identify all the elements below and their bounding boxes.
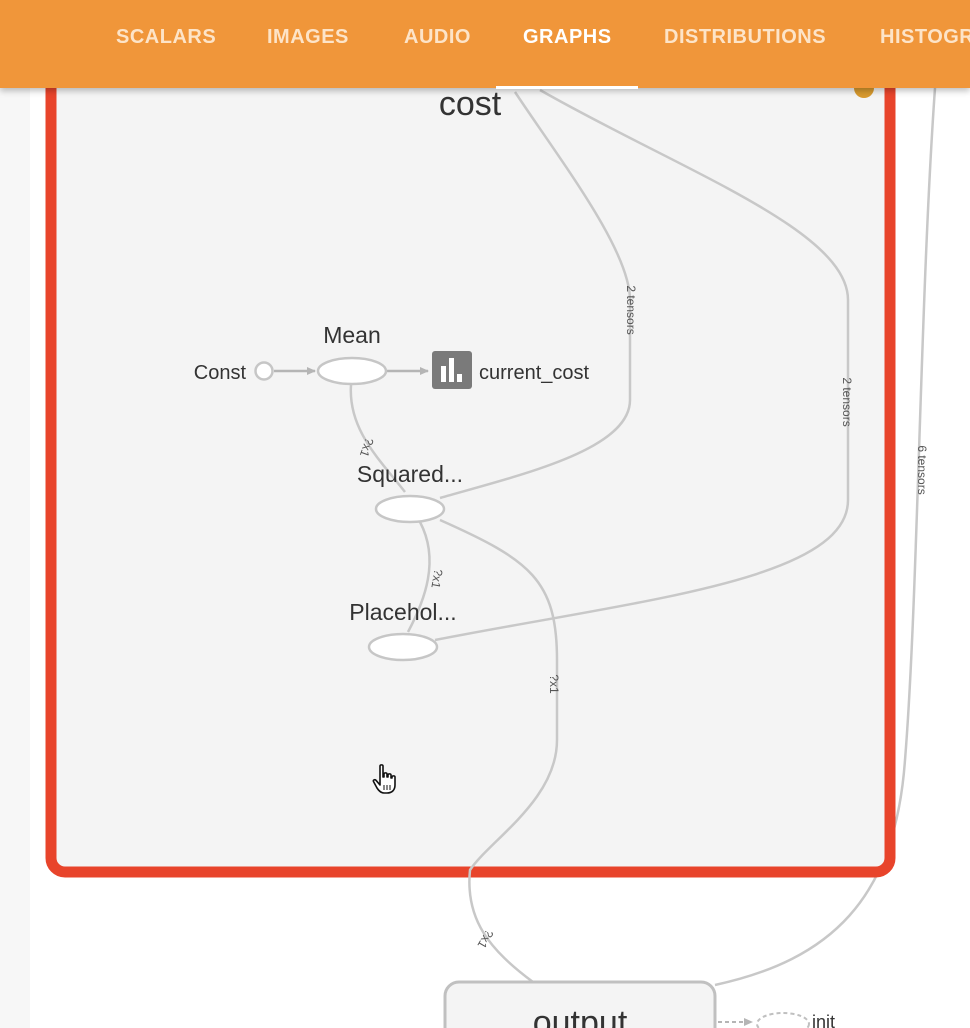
init-node[interactable] — [756, 1012, 810, 1028]
mean-node[interactable] — [316, 356, 388, 386]
edge-label-squared-output: ?x1 — [547, 674, 561, 694]
edge-6-tensors — [714, 87, 937, 987]
current-cost-label: current_cost — [479, 362, 589, 384]
edge-label-2-tensors-squared: 2 tensors — [624, 285, 638, 334]
edge-label-squared-placeholder: ?x1 — [428, 568, 445, 590]
cost-group-box[interactable] — [45, 64, 896, 878]
current-cost-node[interactable] — [432, 351, 472, 389]
top-nav-bar: SCALARS IMAGES AUDIO GRAPHS DISTRIBUTION… — [0, 0, 970, 89]
squared-node[interactable] — [374, 494, 446, 524]
edge-label-2-tensors-placeholder: 2 tensors — [840, 377, 854, 426]
init-label: init — [812, 1012, 835, 1028]
edge-squared-placeholder — [406, 521, 431, 633]
tab-images[interactable]: IMAGES — [267, 26, 349, 48]
edge-label-6-tensors: 6 tensors — [915, 445, 929, 494]
tab-scalars[interactable]: SCALARS — [116, 26, 217, 48]
output-node[interactable] — [443, 980, 717, 1028]
tab-histograms[interactable]: HISTOGR — [880, 26, 970, 48]
placeholder-node[interactable] — [367, 632, 439, 662]
edge-2-tensors-placeholder — [434, 88, 850, 642]
mean-label: Mean — [323, 322, 381, 348]
edge-mean-squared — [349, 384, 406, 493]
tab-graphs[interactable]: GRAPHS — [523, 26, 612, 48]
const-node[interactable] — [254, 361, 274, 381]
active-tab-indicator — [496, 86, 638, 89]
edge-squared-output — [439, 518, 559, 984]
const-label: Const — [194, 362, 247, 384]
hand-cursor-icon — [372, 764, 396, 794]
placeholder-label: Placehol... — [349, 599, 456, 625]
group-title: cost — [439, 85, 502, 123]
edge-2-tensors-squared — [439, 91, 632, 500]
edge-label-mean-squared: ?x1 — [357, 436, 377, 459]
side-strip — [0, 88, 30, 1028]
squared-label: Squared... — [357, 461, 463, 487]
output-label: output — [533, 1004, 628, 1028]
tab-distributions[interactable]: DISTRIBUTIONS — [664, 26, 827, 48]
tab-audio[interactable]: AUDIO — [404, 26, 471, 48]
